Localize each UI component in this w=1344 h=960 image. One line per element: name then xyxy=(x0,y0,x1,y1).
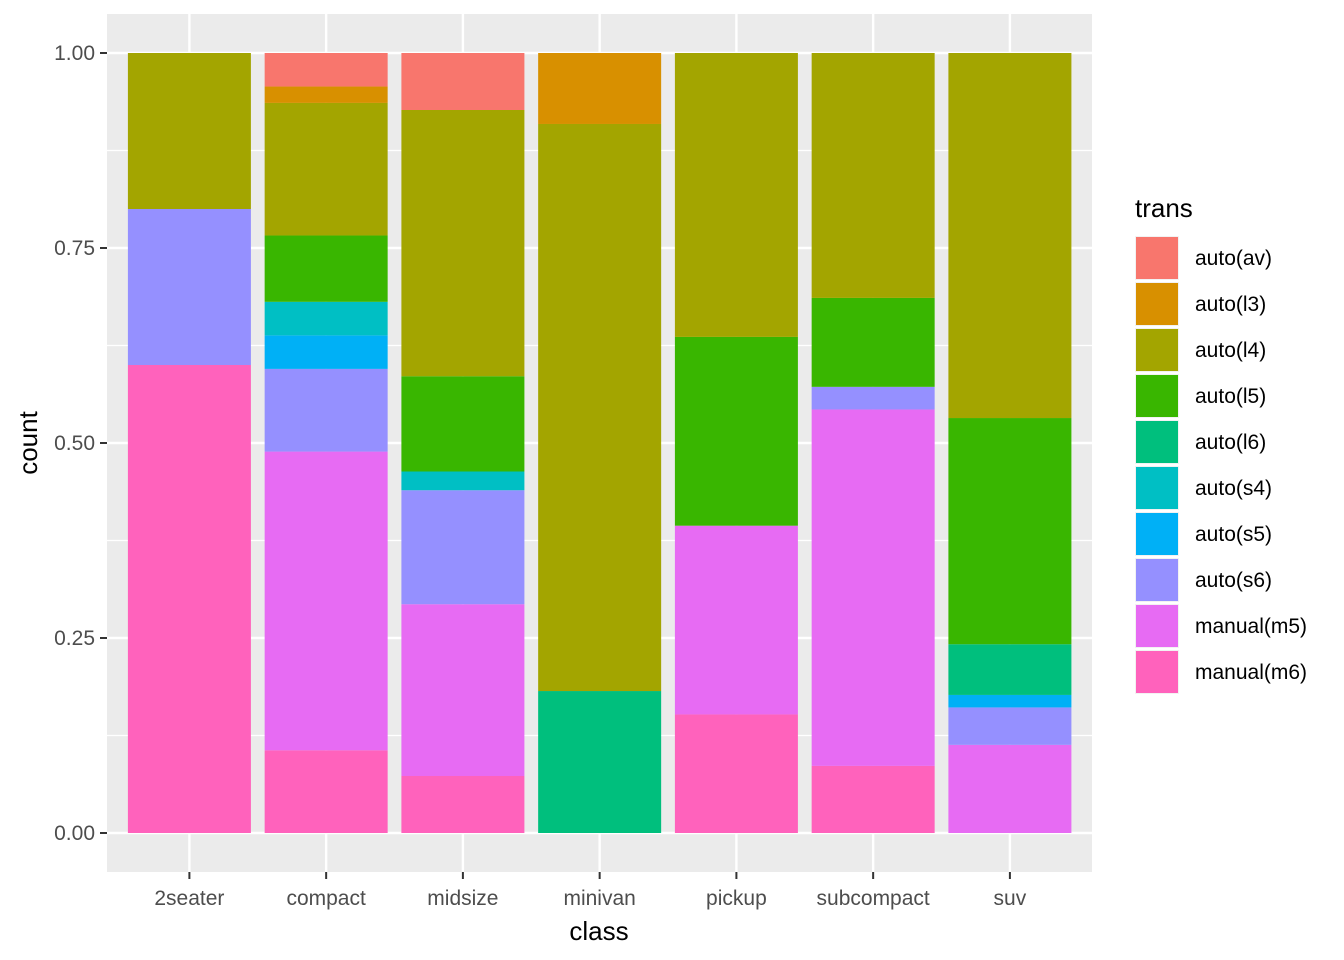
bar-segment xyxy=(264,86,388,103)
y-axis: 0.00 0.25 0.50 0.75 1.00 xyxy=(54,42,107,845)
bar-segment xyxy=(948,707,1072,745)
bar-segment xyxy=(811,53,935,298)
bar-segment xyxy=(401,376,525,472)
bar-segment xyxy=(538,53,662,124)
legend-label: auto(av) xyxy=(1195,247,1272,270)
bar-segment xyxy=(264,451,388,751)
bar-segment xyxy=(264,750,388,833)
legend-key xyxy=(1136,283,1178,325)
legend-key xyxy=(1136,329,1178,371)
bar-segment xyxy=(948,53,1072,419)
legend-key xyxy=(1136,559,1178,601)
legend-key xyxy=(1136,421,1178,463)
bar-segment xyxy=(127,209,251,365)
bars xyxy=(127,53,1072,833)
x-tick-label: pickup xyxy=(706,887,767,910)
legend-label: auto(l6) xyxy=(1195,431,1266,454)
bar-segment xyxy=(401,109,525,377)
bar-segment xyxy=(127,365,251,833)
x-tick-label: compact xyxy=(286,887,366,910)
y-tick-label: 0.50 xyxy=(54,432,95,455)
legend-key xyxy=(1136,237,1178,279)
legend-key xyxy=(1136,605,1178,647)
bar-segment xyxy=(264,235,388,302)
bar-segment xyxy=(264,301,388,336)
bar-segment xyxy=(948,644,1072,695)
bar-segment xyxy=(264,102,388,236)
legend-item: auto(av) xyxy=(1135,236,1272,280)
legend: trans auto(av) auto(l3) auto(l4) auto(l5) au… xyxy=(1135,193,1307,694)
legend-label: auto(l4) xyxy=(1195,339,1266,362)
legend-label: auto(l5) xyxy=(1195,385,1266,408)
bar-segment xyxy=(401,53,525,110)
bar-segment xyxy=(127,53,251,209)
bar-segment xyxy=(674,336,798,526)
legend-item: auto(s5) xyxy=(1135,512,1272,556)
legend-label: auto(s6) xyxy=(1195,569,1272,592)
y-tick-label: 0.25 xyxy=(54,627,95,650)
legend-key xyxy=(1136,651,1178,693)
bar-segment xyxy=(948,744,1072,833)
bar-segment xyxy=(264,53,388,87)
x-tick-label: suv xyxy=(994,887,1027,910)
legend-item: auto(s4) xyxy=(1135,466,1272,510)
legend-title: trans xyxy=(1135,193,1193,223)
legend-label: manual(m5) xyxy=(1195,615,1307,638)
x-tick-label: minivan xyxy=(563,887,635,910)
legend-key xyxy=(1136,375,1178,417)
bar-segment xyxy=(264,335,388,369)
legend-item: auto(l6) xyxy=(1135,420,1266,464)
legend-label: auto(l3) xyxy=(1195,293,1266,316)
legend-item: auto(s6) xyxy=(1135,558,1272,602)
bar-segment xyxy=(401,490,525,605)
legend-item: manual(m5) xyxy=(1135,604,1307,648)
y-tick-label: 1.00 xyxy=(54,42,95,65)
bar-segment xyxy=(674,714,798,833)
legend-item: auto(l5) xyxy=(1135,374,1266,418)
bar-segment xyxy=(264,368,388,452)
legend-item: auto(l4) xyxy=(1135,328,1266,372)
bar-segment xyxy=(674,525,798,715)
x-tick-label: 2seater xyxy=(154,887,224,910)
bar-segment xyxy=(538,691,662,833)
bar-segment xyxy=(948,418,1072,645)
bar-segment xyxy=(538,123,662,692)
bar-segment xyxy=(811,409,935,766)
legend-item: manual(m6) xyxy=(1135,650,1307,694)
bar-segment xyxy=(674,53,798,337)
bar-segment xyxy=(401,776,525,833)
y-axis-title: count xyxy=(13,410,43,474)
x-tick-label: midsize xyxy=(427,887,498,910)
x-axis: 2seater compact midsize minivan pickup subcom… xyxy=(154,872,1027,910)
bar-segment xyxy=(948,694,1072,708)
legend-label: manual(m6) xyxy=(1195,661,1307,684)
bar-segment xyxy=(401,471,525,491)
bar-segment xyxy=(811,386,935,410)
bar-segment xyxy=(401,604,525,777)
bar-segment xyxy=(811,297,935,387)
legend-key xyxy=(1136,513,1178,555)
legend-item: auto(l3) xyxy=(1135,282,1266,326)
legend-key xyxy=(1136,467,1178,509)
y-tick-label: 0.00 xyxy=(54,822,95,845)
legend-label: auto(s4) xyxy=(1195,477,1272,500)
x-axis-title: class xyxy=(569,916,628,946)
bar-segment xyxy=(811,765,935,833)
x-tick-label: subcompact xyxy=(817,887,930,910)
y-tick-label: 0.75 xyxy=(54,237,95,260)
legend-label: auto(s5) xyxy=(1195,523,1272,546)
